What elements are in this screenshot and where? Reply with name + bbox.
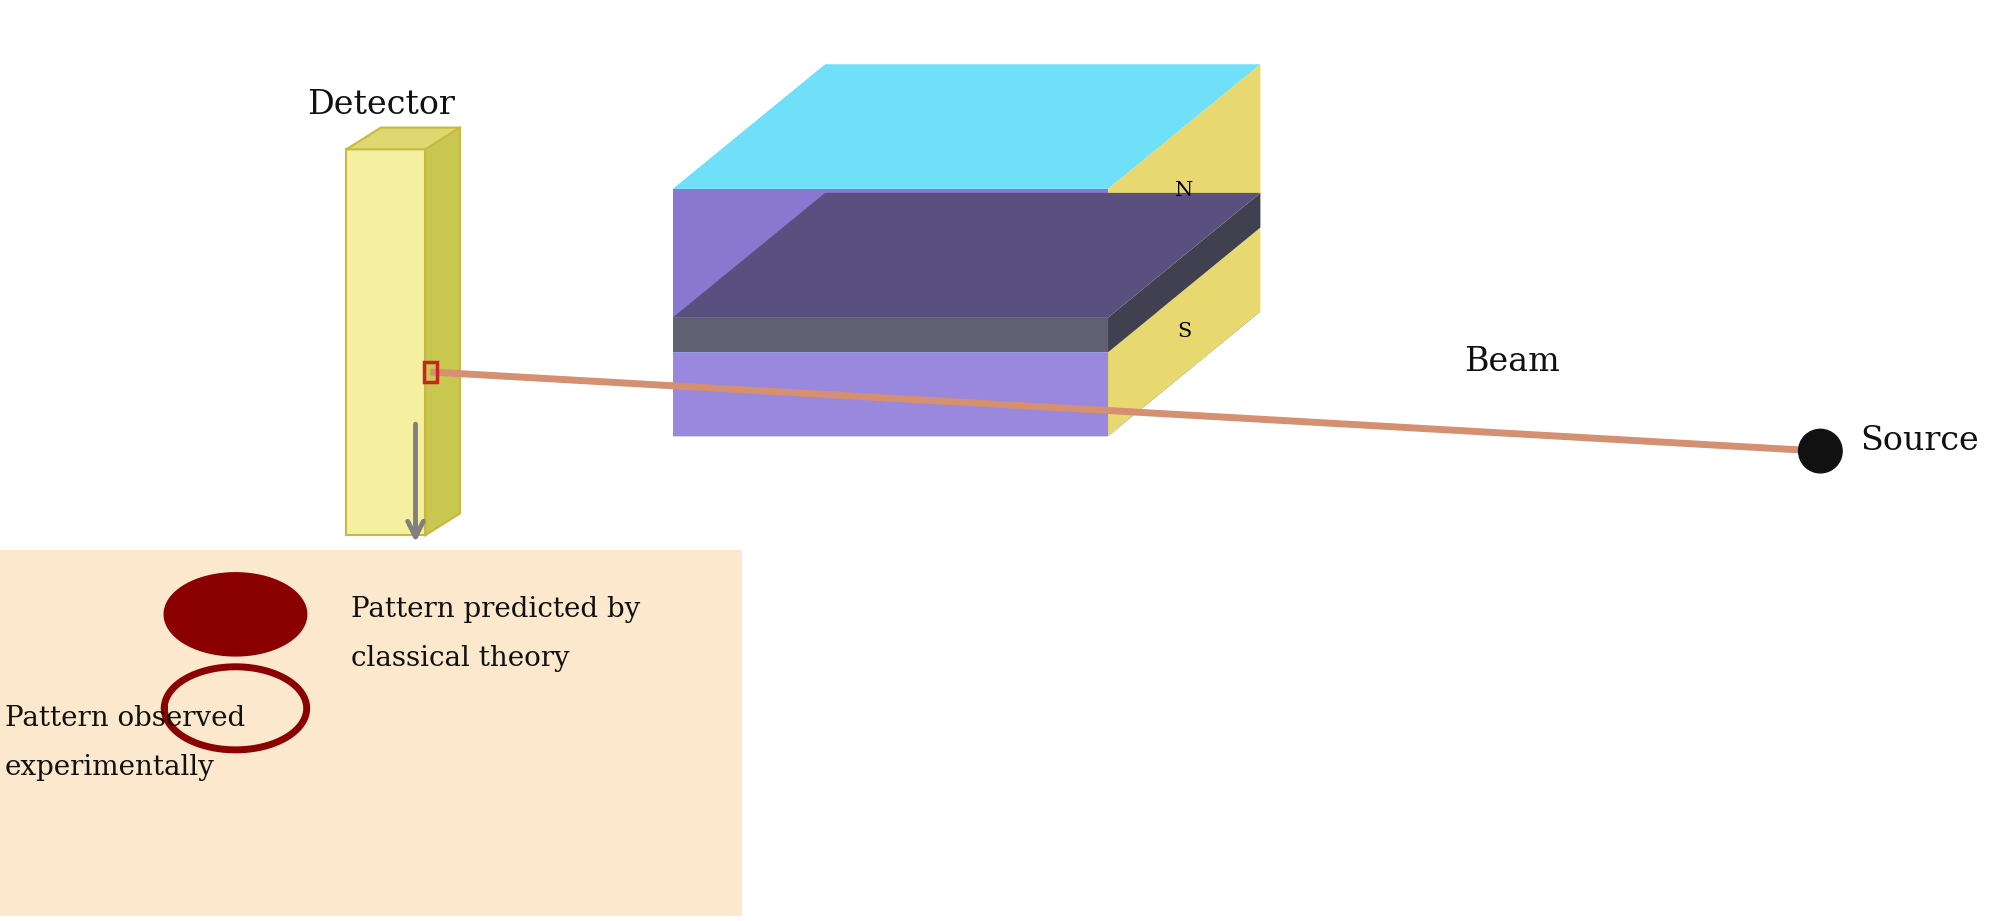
Polygon shape [672,64,1260,189]
Circle shape [1798,429,1842,472]
Polygon shape [426,128,460,535]
Polygon shape [346,128,460,149]
Polygon shape [1108,227,1260,437]
Polygon shape [672,192,1260,318]
Text: Pattern predicted by: Pattern predicted by [352,596,640,623]
Polygon shape [164,573,306,656]
Text: experimentally: experimentally [4,754,214,781]
Bar [0,550,742,916]
Text: Pattern observed: Pattern observed [4,705,246,731]
Polygon shape [672,352,1108,437]
Text: Source: Source [1860,426,1978,457]
Polygon shape [672,311,1260,437]
Polygon shape [672,189,1108,318]
Polygon shape [1108,192,1260,352]
Polygon shape [672,318,1108,352]
Polygon shape [672,192,1260,318]
Polygon shape [346,149,426,535]
Text: S: S [1178,322,1192,342]
Bar [424,362,436,382]
Text: N: N [1176,181,1194,201]
Text: Beam: Beam [1464,346,1560,378]
Polygon shape [672,227,1260,352]
Text: classical theory: classical theory [352,646,570,672]
Polygon shape [1108,64,1260,318]
Text: Detector: Detector [306,88,454,121]
